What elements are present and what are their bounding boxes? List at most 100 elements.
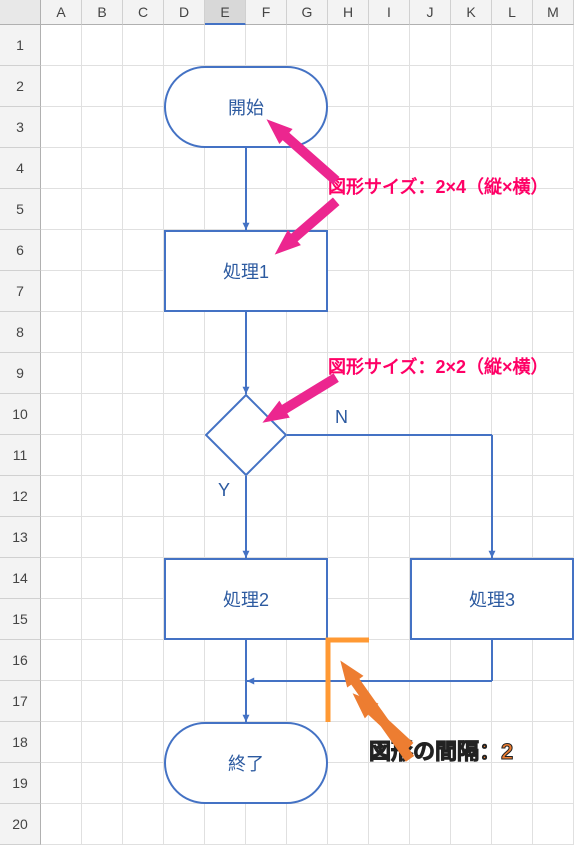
- cell[interactable]: [164, 271, 205, 312]
- cell[interactable]: [82, 66, 123, 107]
- cell[interactable]: [492, 148, 533, 189]
- cell[interactable]: [328, 804, 369, 845]
- row-header-13[interactable]: 13: [0, 517, 41, 558]
- cell[interactable]: [164, 353, 205, 394]
- cell[interactable]: [328, 681, 369, 722]
- cell[interactable]: [451, 107, 492, 148]
- cell[interactable]: [164, 804, 205, 845]
- cell[interactable]: [205, 763, 246, 804]
- cell[interactable]: [369, 107, 410, 148]
- cell[interactable]: [451, 230, 492, 271]
- cell[interactable]: [451, 722, 492, 763]
- cell[interactable]: [164, 640, 205, 681]
- cell[interactable]: [451, 640, 492, 681]
- cell[interactable]: [410, 640, 451, 681]
- cell[interactable]: [451, 394, 492, 435]
- row-header-17[interactable]: 17: [0, 681, 41, 722]
- cell[interactable]: [246, 517, 287, 558]
- cell[interactable]: [410, 394, 451, 435]
- cell[interactable]: [287, 107, 328, 148]
- cell[interactable]: [164, 230, 205, 271]
- cell[interactable]: [287, 558, 328, 599]
- cell[interactable]: [451, 189, 492, 230]
- cell[interactable]: [82, 107, 123, 148]
- cell[interactable]: [205, 189, 246, 230]
- col-header-D[interactable]: D: [164, 0, 205, 25]
- cell[interactable]: [533, 599, 574, 640]
- cell[interactable]: [205, 476, 246, 517]
- cell[interactable]: [82, 394, 123, 435]
- cell[interactable]: [246, 476, 287, 517]
- cell[interactable]: [369, 722, 410, 763]
- cell[interactable]: [328, 230, 369, 271]
- cell[interactable]: [82, 230, 123, 271]
- cell[interactable]: [246, 148, 287, 189]
- cell[interactable]: [328, 25, 369, 66]
- row-header-14[interactable]: 14: [0, 558, 41, 599]
- cell[interactable]: [533, 681, 574, 722]
- cell[interactable]: [82, 271, 123, 312]
- cell[interactable]: [533, 353, 574, 394]
- cell[interactable]: [123, 640, 164, 681]
- cell[interactable]: [492, 394, 533, 435]
- row-header-9[interactable]: 9: [0, 353, 41, 394]
- cell[interactable]: [205, 25, 246, 66]
- cell[interactable]: [205, 681, 246, 722]
- cell[interactable]: [287, 25, 328, 66]
- row-header-7[interactable]: 7: [0, 271, 41, 312]
- cell[interactable]: [246, 681, 287, 722]
- cell[interactable]: [451, 312, 492, 353]
- cell[interactable]: [410, 804, 451, 845]
- cell[interactable]: [82, 353, 123, 394]
- cell[interactable]: [410, 312, 451, 353]
- cell[interactable]: [164, 394, 205, 435]
- cell[interactable]: [287, 312, 328, 353]
- cell[interactable]: [492, 271, 533, 312]
- cell[interactable]: [123, 107, 164, 148]
- cell[interactable]: [492, 804, 533, 845]
- cell[interactable]: [410, 599, 451, 640]
- cell[interactable]: [369, 435, 410, 476]
- col-header-H[interactable]: H: [328, 0, 369, 25]
- cell[interactable]: [246, 25, 287, 66]
- cell[interactable]: [287, 148, 328, 189]
- cell[interactable]: [41, 517, 82, 558]
- cell[interactable]: [41, 763, 82, 804]
- cell[interactable]: [328, 599, 369, 640]
- col-header-K[interactable]: K: [451, 0, 492, 25]
- cell[interactable]: [164, 476, 205, 517]
- cell[interactable]: [41, 640, 82, 681]
- cell[interactable]: [451, 271, 492, 312]
- cell[interactable]: [492, 435, 533, 476]
- corner-cell[interactable]: [0, 0, 41, 25]
- cell[interactable]: [82, 763, 123, 804]
- cell[interactable]: [41, 312, 82, 353]
- cell[interactable]: [369, 66, 410, 107]
- cell[interactable]: [123, 763, 164, 804]
- cell[interactable]: [164, 763, 205, 804]
- cell[interactable]: [205, 66, 246, 107]
- cell[interactable]: [451, 681, 492, 722]
- cell[interactable]: [164, 66, 205, 107]
- cell[interactable]: [41, 66, 82, 107]
- cell[interactable]: [369, 271, 410, 312]
- cell[interactable]: [328, 763, 369, 804]
- cell[interactable]: [205, 107, 246, 148]
- cell[interactable]: [287, 189, 328, 230]
- cell[interactable]: [328, 640, 369, 681]
- cell[interactable]: [492, 107, 533, 148]
- cell[interactable]: [451, 25, 492, 66]
- cell[interactable]: [451, 558, 492, 599]
- cell[interactable]: [82, 25, 123, 66]
- cell[interactable]: [246, 763, 287, 804]
- col-header-B[interactable]: B: [82, 0, 123, 25]
- cell[interactable]: [492, 640, 533, 681]
- cell[interactable]: [533, 271, 574, 312]
- cell[interactable]: [369, 640, 410, 681]
- cell[interactable]: [164, 25, 205, 66]
- row-header-10[interactable]: 10: [0, 394, 41, 435]
- cell[interactable]: [369, 681, 410, 722]
- cell[interactable]: [246, 353, 287, 394]
- cell[interactable]: [328, 517, 369, 558]
- cell[interactable]: [287, 640, 328, 681]
